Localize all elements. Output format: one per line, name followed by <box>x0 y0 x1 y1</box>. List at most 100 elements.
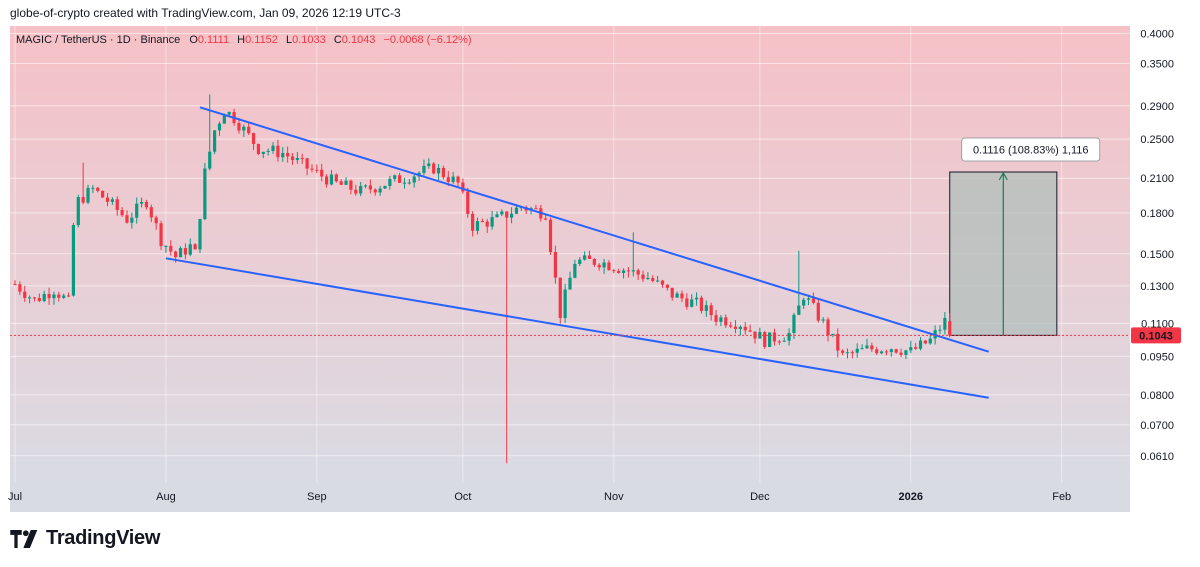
candle-body <box>583 255 587 260</box>
candle <box>398 172 402 184</box>
price-tick-label: 0.1300 <box>1140 281 1174 293</box>
candle <box>441 165 446 180</box>
candle-body <box>407 182 411 184</box>
tradingview-logo[interactable]: TradingView <box>10 527 160 550</box>
close-value: 0.1043 <box>342 34 376 46</box>
candle-body <box>480 221 484 223</box>
price-tick-label: 0.0950 <box>1140 351 1174 363</box>
candle <box>203 162 207 221</box>
candle <box>154 215 158 230</box>
candle <box>583 251 587 261</box>
candle-body <box>602 262 606 268</box>
candle <box>432 162 436 175</box>
candle-body <box>894 349 898 353</box>
candle <box>42 290 46 303</box>
candle-body <box>71 225 76 296</box>
price-tick-label: 0.1800 <box>1140 208 1174 220</box>
candle-body <box>850 352 854 354</box>
candle <box>96 186 100 193</box>
candle-body <box>597 264 601 268</box>
candle-body <box>948 321 952 336</box>
candle-body <box>904 350 908 355</box>
candle <box>694 292 699 306</box>
candle <box>13 280 17 286</box>
candle <box>81 162 85 205</box>
candle-body <box>373 189 377 193</box>
candle <box>621 268 626 279</box>
candle-body <box>174 251 178 258</box>
candle-body <box>251 133 256 145</box>
candle <box>354 184 358 196</box>
candle-body <box>237 123 241 131</box>
candle-body <box>865 345 869 349</box>
candle <box>738 325 742 336</box>
candle <box>675 291 679 298</box>
candle <box>76 194 80 228</box>
candle-body <box>169 245 173 252</box>
candle-body <box>831 333 835 336</box>
candle <box>495 211 499 218</box>
candle <box>261 151 265 159</box>
candle-body <box>709 305 713 316</box>
candle-body <box>91 187 95 189</box>
candle-body <box>938 329 942 331</box>
candle <box>870 342 874 352</box>
candle-body <box>485 221 489 227</box>
candle-body <box>363 185 368 187</box>
candle-body <box>719 317 723 322</box>
candle-body <box>509 213 514 218</box>
candle <box>509 207 514 224</box>
price-tick-label: 0.0610 <box>1140 451 1174 463</box>
candle <box>787 328 791 346</box>
price-tick-label: 0.1500 <box>1140 249 1174 261</box>
candle-body <box>383 185 387 189</box>
time-tick-label: Aug <box>156 491 176 503</box>
candle-body <box>879 351 884 354</box>
candle-body <box>743 326 747 331</box>
candle <box>23 285 27 302</box>
trendlines[interactable] <box>165 106 989 399</box>
candle <box>91 185 95 194</box>
candle-body <box>412 176 416 183</box>
candle-body <box>626 270 631 272</box>
candle <box>724 314 728 328</box>
candle-body <box>427 163 431 166</box>
candle <box>602 258 606 274</box>
candle <box>938 325 942 335</box>
candle <box>451 171 455 184</box>
candle <box>680 290 684 303</box>
candle <box>768 332 772 348</box>
candle-body <box>349 180 353 190</box>
candle <box>631 232 635 277</box>
candle-body <box>704 305 708 311</box>
candle <box>237 117 241 134</box>
candle <box>378 185 382 196</box>
candle <box>71 222 76 297</box>
candle <box>641 270 645 283</box>
candle <box>636 268 640 280</box>
price-tick-label: 0.0800 <box>1140 390 1174 402</box>
candle-body <box>909 347 913 351</box>
measure-tool[interactable]: 0.1116 (108.83%) 1,116 <box>949 137 1101 336</box>
candle <box>110 197 114 205</box>
candle <box>305 157 309 176</box>
candle-body <box>52 294 56 299</box>
candle-body <box>281 152 285 158</box>
candle <box>651 275 655 283</box>
candle <box>656 275 660 283</box>
price-chart[interactable]: 0.1116 (108.83%) 1,116 0.4000 0.3500 0.290… <box>0 0 1200 512</box>
candle-body <box>651 277 655 281</box>
candle <box>918 337 923 351</box>
open-value: 0.1111 <box>198 34 229 46</box>
candle <box>670 287 674 301</box>
candle-body <box>436 167 441 174</box>
candle-body <box>110 199 114 202</box>
candle <box>47 287 51 305</box>
candle <box>101 190 105 198</box>
measure-label-box <box>961 137 1101 162</box>
candle <box>607 260 611 271</box>
candle <box>548 217 553 255</box>
time-axis[interactable]: Jul Aug Sep Oct Nov Dec 2026 Feb <box>8 491 1071 503</box>
candle <box>320 163 324 182</box>
candle-body <box>154 217 158 224</box>
